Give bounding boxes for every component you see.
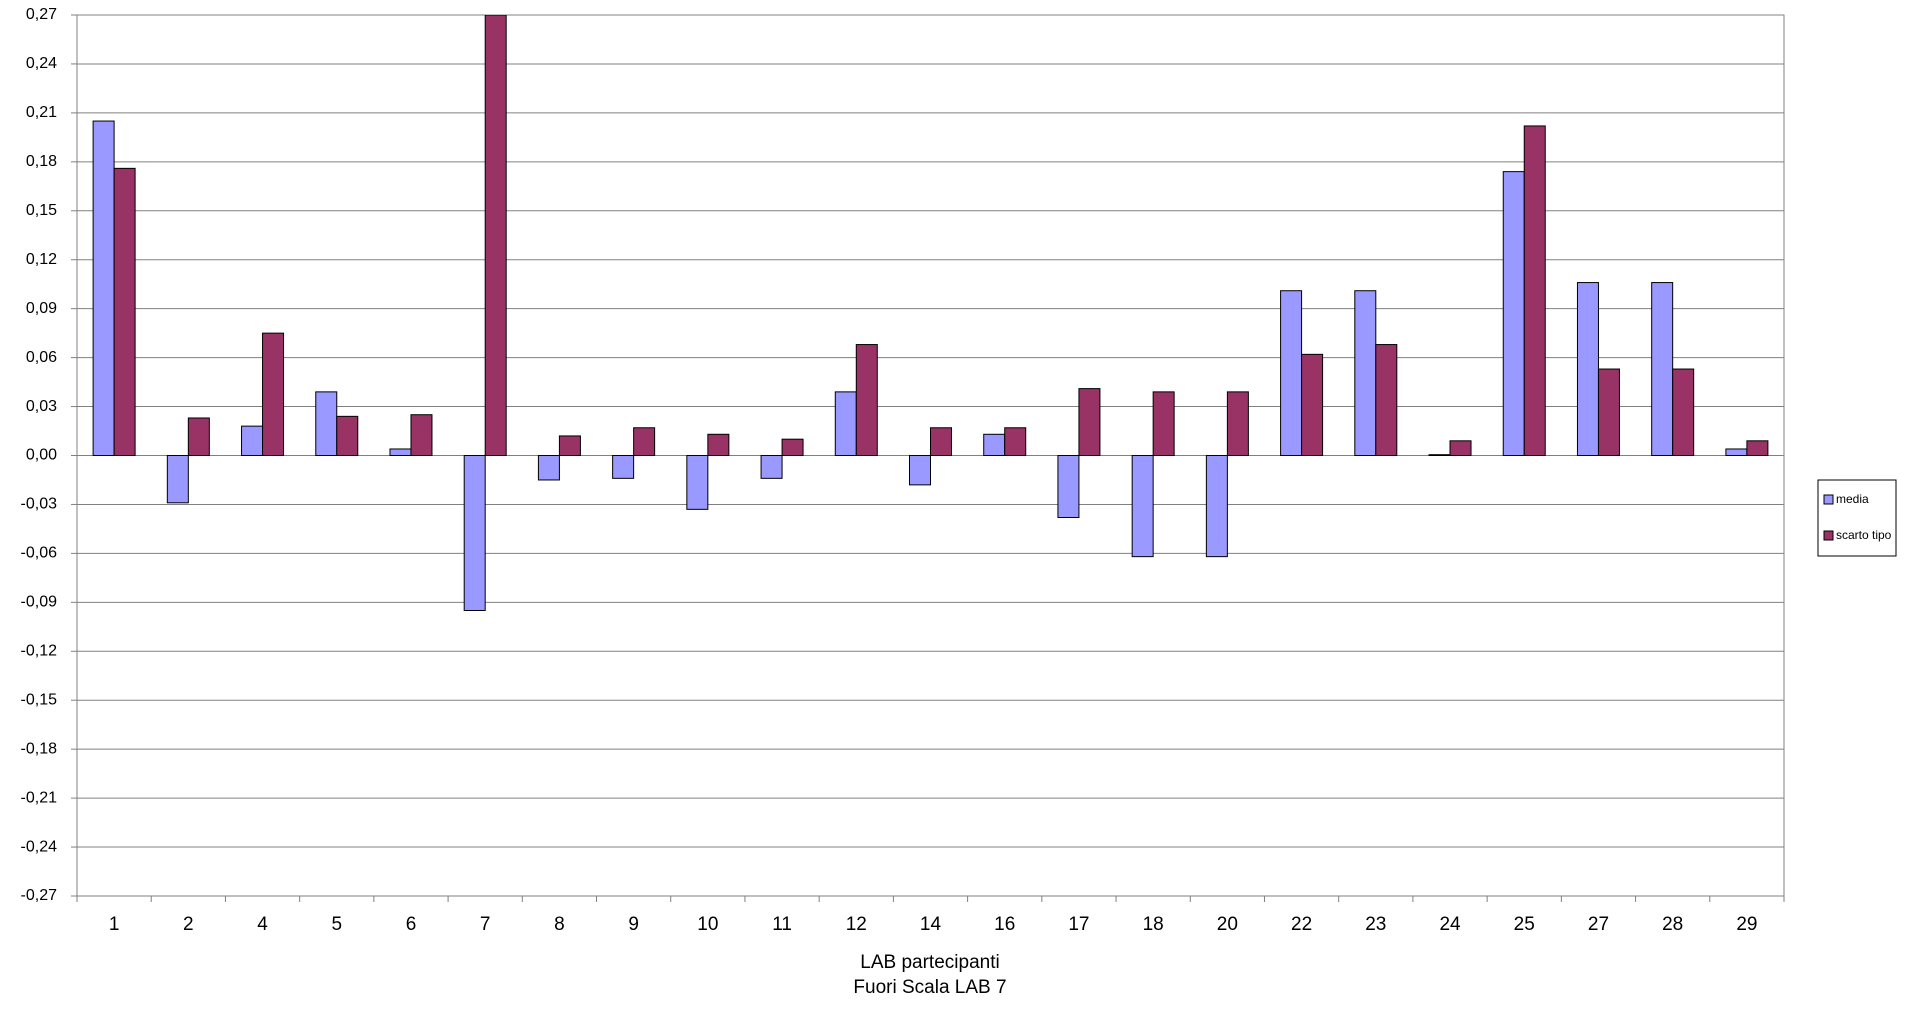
bar xyxy=(781,438,804,456)
bar xyxy=(633,427,656,456)
legend xyxy=(1817,479,1897,557)
bar xyxy=(1280,290,1303,456)
x-tick-label: 24 xyxy=(1439,914,1461,935)
y-tick-label: -0,21 xyxy=(21,789,58,806)
x-tick-label: 2 xyxy=(183,914,194,935)
x-tick-label: 11 xyxy=(772,914,792,935)
y-tick-label: -0,27 xyxy=(21,887,58,904)
bar xyxy=(1597,368,1620,457)
y-tick-label: 0,18 xyxy=(26,153,57,170)
bar xyxy=(1226,391,1249,456)
bar xyxy=(1746,440,1769,457)
x-tick-label: 28 xyxy=(1662,914,1683,935)
bar xyxy=(484,15,507,456)
bar xyxy=(1131,455,1154,558)
y-tick-label: 0,15 xyxy=(26,202,57,219)
bar xyxy=(760,455,783,479)
y-tick-label: 0,00 xyxy=(26,447,57,464)
y-tick-label: 0,12 xyxy=(26,251,57,268)
x-tick-label: 8 xyxy=(554,914,565,935)
y-tick-label: -0,03 xyxy=(21,496,58,513)
x-tick-label: 23 xyxy=(1365,914,1386,935)
annotation: Fuori Scala LAB 7 xyxy=(853,977,1006,998)
bar xyxy=(1502,171,1525,456)
bar xyxy=(1428,454,1451,457)
y-tick-label: -0,24 xyxy=(21,838,58,855)
bar xyxy=(1078,388,1101,456)
bar xyxy=(1205,455,1228,558)
bar xyxy=(1725,448,1748,456)
x-tick-label: 12 xyxy=(846,914,867,935)
bar xyxy=(315,391,338,456)
bar xyxy=(113,167,136,456)
bar xyxy=(612,455,635,479)
x-tick-label: 6 xyxy=(406,914,417,935)
bar xyxy=(463,455,486,611)
x-tick-label: 27 xyxy=(1588,914,1609,935)
bar xyxy=(1523,125,1546,457)
bar xyxy=(1672,368,1695,457)
legend-label: scarto tipo xyxy=(1836,528,1892,542)
x-tick-label: 4 xyxy=(257,914,268,935)
bar xyxy=(410,414,433,456)
x-tick-label: 9 xyxy=(628,914,639,935)
x-tick-label: 7 xyxy=(480,914,491,935)
x-tick-label: 25 xyxy=(1514,914,1535,935)
bar xyxy=(389,448,412,456)
bar xyxy=(1354,290,1377,456)
y-tick-label: 0,24 xyxy=(26,55,57,72)
bar xyxy=(262,332,285,456)
y-tick-label: -0,09 xyxy=(21,594,58,611)
x-tick-label: 17 xyxy=(1068,914,1089,935)
x-tick-label: 14 xyxy=(920,914,942,935)
bar xyxy=(1576,282,1599,456)
y-tick-label: 0,27 xyxy=(26,6,57,23)
x-tick-label: 29 xyxy=(1736,914,1757,935)
bar xyxy=(92,120,115,456)
y-tick-label: 0,21 xyxy=(26,104,57,121)
bar xyxy=(1375,344,1398,457)
bar xyxy=(241,425,264,456)
bar xyxy=(166,455,189,504)
x-tick-label: 22 xyxy=(1291,914,1312,935)
y-tick-label: -0,06 xyxy=(21,545,58,562)
y-tick-label: -0,12 xyxy=(21,642,58,659)
x-tick-label: 1 xyxy=(109,914,120,935)
bar xyxy=(1004,427,1027,456)
bar xyxy=(1057,455,1080,518)
x-axis-label: LAB partecipanti xyxy=(860,952,999,973)
x-tick-label: 18 xyxy=(1143,914,1164,935)
y-tick-label: 0,06 xyxy=(26,349,57,366)
x-tick-label: 5 xyxy=(331,914,342,935)
bar xyxy=(1301,353,1324,456)
bar xyxy=(707,433,730,456)
bar xyxy=(930,427,952,456)
bar xyxy=(834,391,857,456)
bar xyxy=(1449,440,1472,457)
bar xyxy=(187,417,210,456)
y-tick-label: -0,15 xyxy=(21,691,58,708)
x-tick-label: 16 xyxy=(994,914,1015,935)
legend-swatch xyxy=(1823,494,1834,505)
x-tick-label: 10 xyxy=(697,914,718,935)
bar xyxy=(537,455,560,481)
bar xyxy=(686,455,709,510)
bar xyxy=(1152,391,1175,456)
bar xyxy=(336,415,359,457)
legend-swatch xyxy=(1823,530,1834,541)
bar xyxy=(855,344,878,457)
y-tick-label: -0,18 xyxy=(21,740,58,757)
bar xyxy=(1651,282,1674,456)
bar xyxy=(909,455,931,486)
y-tick-label: 0,09 xyxy=(26,300,57,317)
y-tick-label: 0,03 xyxy=(26,398,57,415)
bar xyxy=(558,435,581,456)
legend-label: media xyxy=(1836,492,1869,506)
bar xyxy=(983,433,1006,456)
x-tick-label: 20 xyxy=(1217,914,1238,935)
